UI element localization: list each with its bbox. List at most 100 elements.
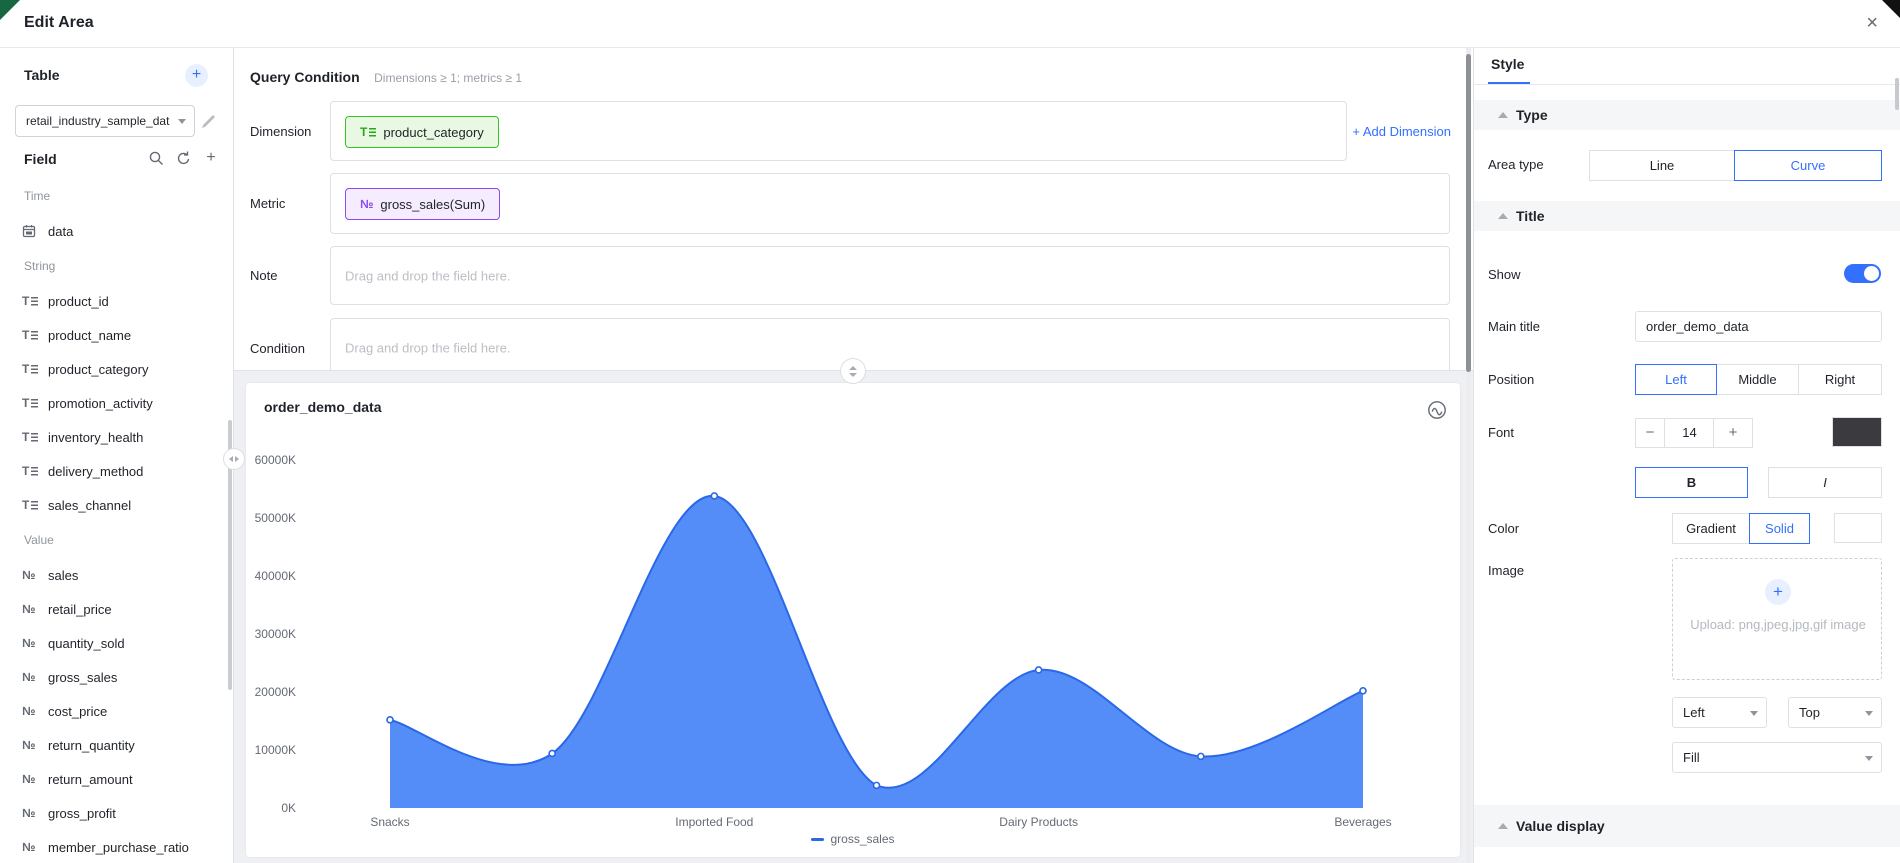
field-item-cost_price[interactable]: № cost_price <box>0 694 233 728</box>
section-header-title[interactable]: Title <box>1474 201 1900 231</box>
image-align-horizontal-select[interactable]: Left <box>1672 697 1767 728</box>
image-align-horizontal-value: Left <box>1683 705 1705 720</box>
bold-button[interactable]: B <box>1635 467 1748 498</box>
field-item-gross_profit[interactable]: № gross_profit <box>0 796 233 830</box>
field-item-label: product_category <box>48 361 149 377</box>
field-item-return_quantity[interactable]: № return_quantity <box>0 728 233 762</box>
tab-style[interactable]: Style <box>1491 56 1525 72</box>
text-field-icon: T <box>22 498 48 512</box>
data-point-marker <box>710 492 719 500</box>
position-right-button[interactable]: Right <box>1798 364 1882 395</box>
field-item-label: return_quantity <box>48 737 135 753</box>
data-point-marker <box>1197 752 1205 761</box>
collapse-triangle-icon <box>1498 213 1508 219</box>
query-condition-title: Query Condition <box>250 69 360 85</box>
position-middle-button[interactable]: Middle <box>1716 364 1799 395</box>
image-align-vertical-select[interactable]: Top <box>1788 697 1882 728</box>
table-select[interactable]: retail_industry_sample_dat <box>15 105 195 137</box>
chevron-down-icon <box>1865 756 1873 761</box>
sidebar-scrollbar[interactable] <box>228 420 232 690</box>
note-dropzone[interactable]: Drag and drop the field here. <box>330 246 1450 305</box>
field-item-gross_sales[interactable]: № gross_sales <box>0 660 233 694</box>
search-icon[interactable] <box>148 150 166 168</box>
field-item-quantity_sold[interactable]: № quantity_sold <box>0 626 233 660</box>
field-item-retail_price[interactable]: № retail_price <box>0 592 233 626</box>
dimension-label: Dimension <box>250 124 312 139</box>
italic-button[interactable]: I <box>1768 467 1882 498</box>
condition-dropzone[interactable]: Drag and drop the field here. <box>330 318 1450 371</box>
style-panel-tabs: Style <box>1474 48 1900 85</box>
data-point-marker <box>386 716 394 724</box>
field-item-member_purchase_ratio[interactable]: № member_purchase_ratio <box>0 830 233 863</box>
area-type-curve-button[interactable]: Curve <box>1734 150 1882 181</box>
title-color-swatch[interactable] <box>1834 513 1882 543</box>
query-condition-panel: Query Condition Dimensions ≥ 1; metrics … <box>234 48 1473 371</box>
style-panel-scrollbar[interactable] <box>1895 78 1899 110</box>
refresh-icon[interactable] <box>175 150 193 168</box>
number-field-icon: № <box>22 738 36 752</box>
main-title-input[interactable] <box>1635 311 1882 342</box>
section-header-type[interactable]: Type <box>1474 100 1900 130</box>
image-fit-select[interactable]: Fill <box>1672 742 1882 773</box>
image-fit-value: Fill <box>1683 750 1700 765</box>
chevron-down-icon <box>1750 711 1758 716</box>
area-chart-indicator-icon[interactable] <box>1426 399 1448 421</box>
main-scrollbar-thumb[interactable] <box>1466 54 1471 372</box>
dialog-header: Edit Area × <box>0 0 1900 48</box>
metric-chip-gross-sales[interactable]: № gross_sales(Sum) <box>345 188 501 220</box>
main-title-label: Main title <box>1488 319 1541 334</box>
tab-active-underline <box>1488 82 1530 84</box>
font-size-decrease-button[interactable]: − <box>1635 418 1665 448</box>
edit-table-icon[interactable] <box>200 111 218 129</box>
metric-dropzone[interactable]: № gross_sales(Sum) <box>330 173 1450 234</box>
image-upload-dropzone[interactable]: + Upload: png,jpeg,jpg,gif image <box>1672 558 1882 680</box>
field-item-data[interactable]: data <box>0 214 233 248</box>
dimension-chip-product-category[interactable]: T product_category <box>345 116 499 148</box>
add-table-button[interactable]: + <box>185 64 208 87</box>
add-dimension-link[interactable]: + Add Dimension <box>1352 124 1451 139</box>
y-axis-tick: 50000K <box>254 511 296 525</box>
query-condition-hint: Dimensions ≥ 1; metrics ≥ 1 <box>374 71 523 85</box>
add-field-icon[interactable]: + <box>206 149 216 166</box>
font-color-swatch[interactable] <box>1832 417 1882 447</box>
dimension-dropzone[interactable]: T product_category <box>330 101 1347 161</box>
data-point-marker <box>872 781 881 790</box>
field-item-sales[interactable]: № sales <box>0 558 233 592</box>
font-size-value[interactable]: 14 <box>1664 418 1714 448</box>
text-field-icon: T <box>22 328 48 342</box>
field-item-label: promotion_activity <box>48 395 153 411</box>
position-left-button[interactable]: Left <box>1635 364 1717 395</box>
style-panel: Style Type Area type Line Curve Title Sh… <box>1473 48 1900 863</box>
area-type-label: Area type <box>1488 157 1544 172</box>
font-label: Font <box>1488 425 1515 440</box>
field-item-label: sales <box>48 567 79 583</box>
chart-legend[interactable]: gross_sales <box>246 832 1460 846</box>
table-section-label: Table <box>24 67 60 83</box>
x-axis-tick: Beverages <box>1334 815 1392 829</box>
area-type-line-button[interactable]: Line <box>1589 150 1735 181</box>
legend-marker-icon <box>811 837 825 841</box>
dataset-sidebar: Table + retail_industry_sample_dat Field <box>0 48 234 863</box>
color-solid-button[interactable]: Solid <box>1749 513 1810 544</box>
chevron-down-icon <box>1865 711 1873 716</box>
close-icon[interactable]: × <box>1866 12 1878 34</box>
sidebar-collapse-handle[interactable] <box>223 448 245 470</box>
color-gradient-button[interactable]: Gradient <box>1672 513 1750 544</box>
section-header-value-display[interactable]: Value display <box>1474 805 1900 847</box>
splitter-handle-icon[interactable] <box>840 358 866 384</box>
show-title-toggle[interactable] <box>1844 264 1881 283</box>
position-label: Position <box>1488 372 1535 387</box>
font-size-increase-button[interactable]: + <box>1713 418 1753 448</box>
field-item-return_amount[interactable]: № return_amount <box>0 762 233 796</box>
number-field-icon: № <box>22 840 36 854</box>
text-field-icon: T <box>22 396 48 410</box>
image-label: Image <box>1488 563 1525 578</box>
field-item-label: inventory_health <box>48 429 144 445</box>
